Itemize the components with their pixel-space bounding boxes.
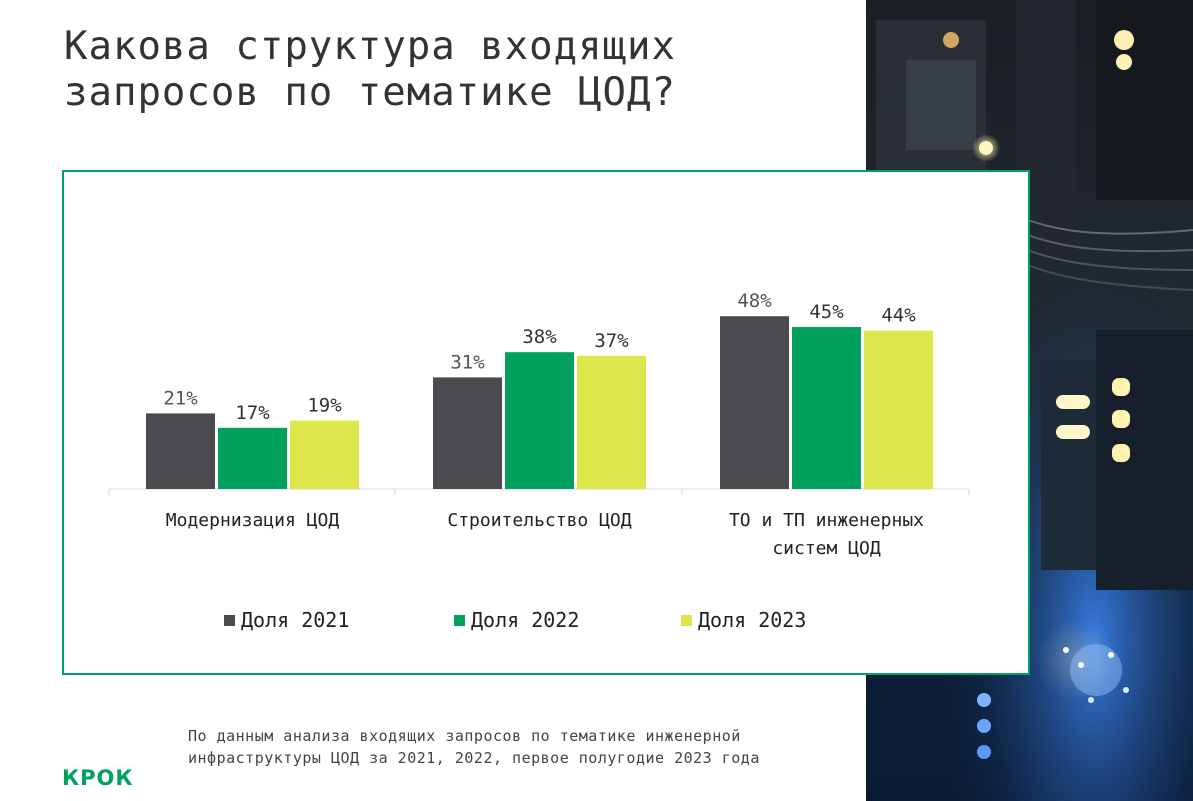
bar-3-1 <box>290 420 359 489</box>
bar-1-1 <box>146 413 215 489</box>
data-label: 44% <box>881 305 916 327</box>
bar-1-3 <box>720 316 789 489</box>
legend-label: Доля 2021 <box>241 608 350 632</box>
chart-container: 21% 17% 19% Модернизация ЦОД 31% 38% 37% Строит… <box>62 170 1030 675</box>
category-label: Строительство ЦОД <box>447 510 631 531</box>
data-label: 45% <box>809 301 844 323</box>
legend-swatch <box>454 614 465 626</box>
legend-item: Доля 2021 <box>224 608 349 632</box>
data-label: 48% <box>737 290 772 312</box>
data-label: 21% <box>163 387 198 409</box>
company-logo: КРОК <box>62 766 134 790</box>
data-label: 38% <box>522 326 557 348</box>
category-label: ТО и ТП инженерных <box>729 510 924 531</box>
category-label: Модернизация ЦОД <box>166 510 340 531</box>
bar-3-3 <box>864 330 933 489</box>
bar-3-2 <box>577 355 646 489</box>
chart-legend: Доля 2021 Доля 2022 Доля 2023 <box>64 608 1028 632</box>
bar-1-2 <box>433 377 502 489</box>
data-label: 37% <box>594 330 629 352</box>
bar-2-2 <box>505 352 574 489</box>
bar-2-1 <box>218 427 287 489</box>
footnote: По данным анализа входящих запросов по т… <box>188 727 760 767</box>
data-label: 17% <box>235 402 270 424</box>
bar-chart: 21% 17% 19% Модернизация ЦОД 31% 38% 37% Строит… <box>108 290 970 559</box>
legend-swatch <box>681 614 692 626</box>
legend-label: Доля 2022 <box>471 608 580 632</box>
data-label: 31% <box>450 351 485 373</box>
category-label: систем ЦОД <box>772 538 881 559</box>
page-title: Какова структура входящих запросов по те… <box>64 24 676 115</box>
legend-item: Доля 2022 <box>454 608 579 632</box>
legend-label: Доля 2023 <box>698 608 807 632</box>
legend-item: Доля 2023 <box>681 608 806 632</box>
data-label: 19% <box>307 395 342 417</box>
legend-swatch <box>224 614 235 626</box>
bar-2-3 <box>792 327 861 489</box>
